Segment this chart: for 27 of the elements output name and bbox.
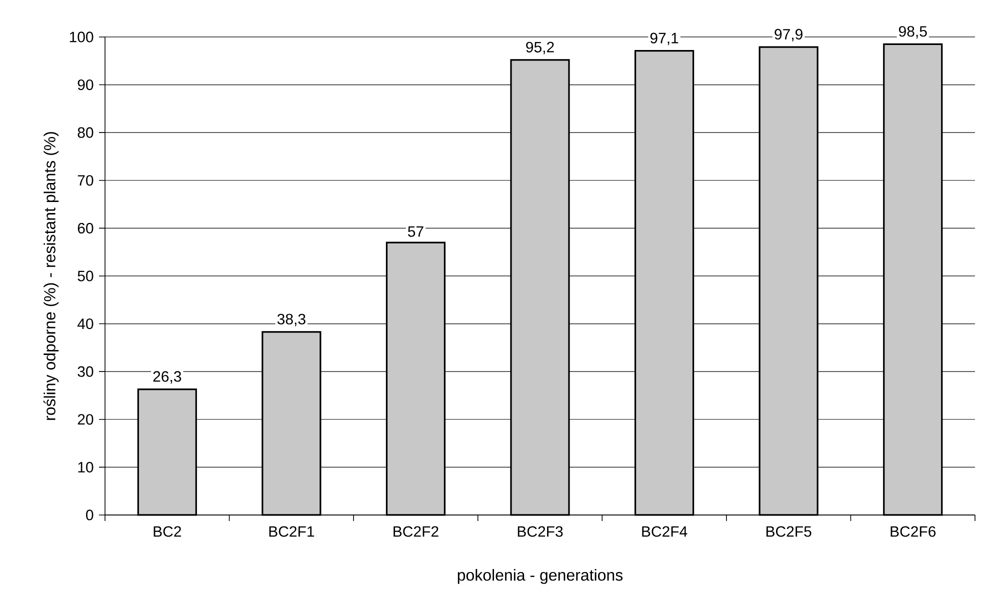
data-label: 98,5 [898,26,927,38]
x-axis-title: pokolenia - generations [458,569,623,584]
x-tick-label: BC2 [154,526,181,537]
data-label: 26,3 [153,371,182,384]
x-tick-label: BC2F2 [394,526,438,537]
x-tick-label: BC2F4 [642,526,688,537]
y-tick-label: 30 [78,366,94,377]
y-tick-label: 60 [78,222,94,234]
x-tick-label: BC2F3 [518,526,563,537]
y-tick-label: 90 [78,79,94,90]
data-label: 97,1 [650,32,678,46]
y-tick-label: 40 [77,318,94,330]
data-label: 38,3 [277,314,306,326]
x-tick-label: BC2F6 [890,526,936,537]
x-tick-label: BC2F5 [766,526,812,537]
y-tick-label: 80 [78,127,94,138]
y-tick-label: 20 [78,414,94,425]
data-label: 95,2 [526,42,554,54]
y-tick-label: 10 [78,462,94,472]
y-tick-label: 0 [86,510,94,520]
x-tick-label: BC2F1 [269,526,314,537]
data-label: 97,9 [774,28,802,42]
y-tick-label: 100 [70,32,94,42]
y-tick-label: 70 [78,175,94,186]
data-label: 57 [408,226,424,237]
y-axis-title: rośliny odporne (%) - resistant plants (%) [43,132,59,420]
y-tick-label: 50 [78,270,94,282]
